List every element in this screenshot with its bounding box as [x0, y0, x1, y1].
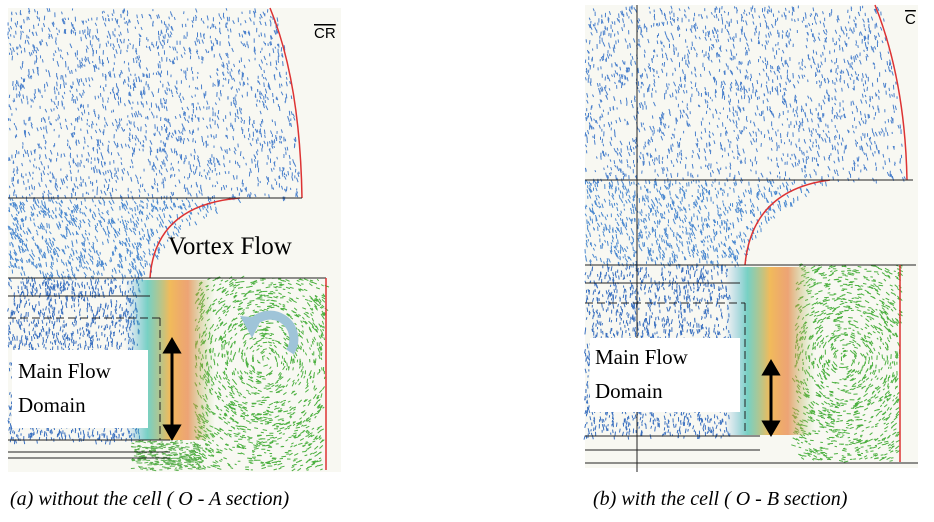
domain-label: Domain	[18, 393, 86, 417]
domain-label: Main Flow	[18, 359, 112, 383]
corner-label: CR	[314, 25, 336, 42]
domain-label: Main Flow	[595, 345, 689, 369]
caption: (a) without the cell ( O - A section)	[10, 488, 290, 510]
corner-label: C	[905, 11, 916, 28]
figure: CR C Vortex Flow Main Flow Domain Main F…	[0, 0, 934, 522]
annotation: Vortex Flow	[168, 233, 292, 260]
caption: (b) with the cell ( O - B section)	[593, 488, 848, 510]
page: CR C Vortex Flow Main Flow Domain Main F…	[0, 0, 934, 522]
domain-label: Domain	[595, 379, 663, 403]
